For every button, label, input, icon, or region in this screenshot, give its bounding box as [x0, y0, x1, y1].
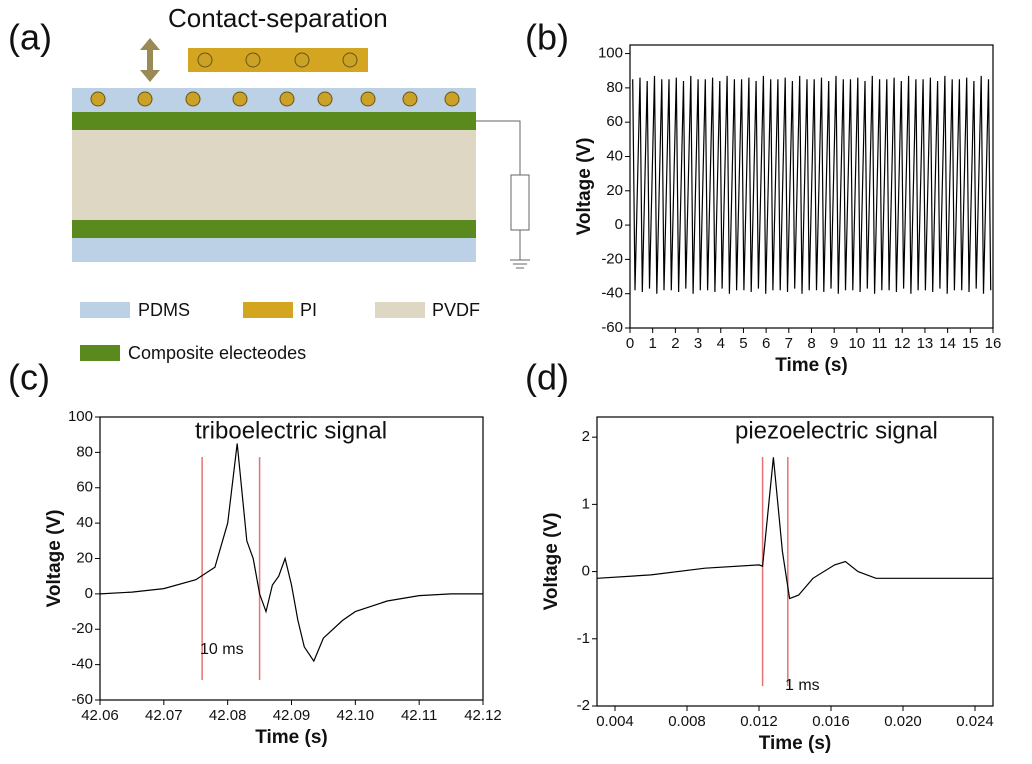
pdms-layer: [72, 238, 476, 262]
resistor: [510, 174, 530, 231]
legend-swatch: [243, 302, 293, 318]
x-tick-label: 42.07: [145, 707, 183, 724]
x-tick-label: 0.008: [668, 713, 706, 730]
x-tick-label: 0: [626, 335, 634, 352]
legend-swatch: [80, 345, 120, 361]
data-line: [632, 75, 992, 294]
y-tick-label: 60: [606, 113, 623, 130]
y-tick-label: -40: [71, 656, 93, 673]
y-tick-label: 100: [68, 408, 93, 425]
interval-label: 1 ms: [785, 677, 820, 694]
y-tick-label: 2: [582, 428, 590, 445]
plot-frame: [596, 416, 994, 707]
x-tick-label: 0.020: [884, 713, 922, 730]
x-tick-label: 10: [849, 335, 866, 352]
y-tick-label: 60: [76, 479, 93, 496]
x-tick-label: 42.08: [209, 707, 247, 724]
legend-swatch: [375, 302, 425, 318]
x-tick-label: 5: [739, 335, 747, 352]
panel-label: (c): [8, 357, 50, 398]
y-tick-label: -60: [71, 691, 93, 708]
y-tick-label: 1: [582, 495, 590, 512]
data-line: [596, 457, 993, 600]
y-tick-label: -40: [601, 285, 623, 302]
x-tick-label: 3: [694, 335, 702, 352]
electrode: [72, 220, 476, 238]
x-tick-label: 14: [939, 335, 956, 352]
x-tick-label: 7: [785, 335, 793, 352]
y-axis-label: Voltage (V): [574, 138, 595, 236]
x-tick-label: 4: [717, 335, 725, 352]
interval-label: 10 ms: [200, 641, 244, 658]
x-tick-label: 42.09: [273, 707, 311, 724]
diagram: (a) Contact-separation PDMS PI PVDF Comp…: [8, 3, 530, 363]
x-tick-label: 12: [894, 335, 911, 352]
panel-label: (d): [525, 357, 569, 398]
x-tick-label: 0.024: [956, 713, 994, 730]
x-tick-label: 42.12: [464, 707, 502, 724]
data-line: [99, 443, 483, 663]
y-tick-label: 0: [85, 585, 93, 602]
y-axis-label: Voltage (V): [541, 513, 562, 611]
x-tick-label: 8: [807, 335, 815, 352]
y-tick-label: 0: [582, 563, 590, 580]
y-tick-label: -1: [577, 630, 590, 647]
x-tick-label: 2: [671, 335, 679, 352]
arrow: [140, 38, 160, 82]
electrode: [72, 112, 476, 130]
legend-label: PVDF: [432, 300, 480, 320]
x-tick-label: 16: [985, 335, 1002, 352]
y-tick-label: -60: [601, 319, 623, 336]
annotation: piezoelectric signal: [735, 417, 938, 444]
y-tick-label: 80: [606, 79, 623, 96]
y-tick-label: 20: [606, 182, 623, 199]
legend-swatch: [80, 302, 130, 318]
y-tick-label: 20: [76, 549, 93, 566]
x-tick-label: 0.012: [740, 713, 778, 730]
circuit: [476, 120, 530, 269]
x-tick-label: 9: [830, 335, 838, 352]
y-tick-label: 80: [76, 443, 93, 460]
legend-label: PDMS: [138, 300, 190, 320]
legend-label: PI: [300, 300, 317, 320]
x-axis-label: Time (s): [255, 727, 328, 748]
annotation: triboelectric signal: [195, 417, 387, 444]
y-tick-label: -20: [71, 620, 93, 637]
y-tick-label: 40: [606, 147, 623, 164]
x-tick-label: 42.06: [81, 707, 119, 724]
x-tick-label: 11: [872, 335, 888, 352]
x-tick-label: 1: [649, 335, 657, 352]
charges: [197, 52, 358, 68]
legend-label: Composite electeodes: [128, 343, 306, 363]
x-tick-label: 42.10: [337, 707, 375, 724]
diagram-title: Contact-separation: [168, 3, 388, 33]
y-tick-label: -20: [601, 250, 623, 267]
x-tick-label: 0.004: [596, 713, 634, 730]
x-tick-label: 0.016: [812, 713, 850, 730]
x-tick-label: 13: [917, 335, 934, 352]
plot-frame: [99, 416, 484, 701]
y-tick-label: -2: [577, 697, 590, 714]
y-tick-label: 0: [615, 216, 623, 233]
x-tick-label: 42.11: [401, 707, 437, 724]
y-axis-label: Voltage (V): [44, 510, 65, 608]
y-tick-label: 100: [598, 45, 623, 62]
pvdf-layer: [72, 130, 476, 220]
y-tick-label: 40: [76, 514, 93, 531]
panel-label: (a): [8, 17, 52, 58]
charges: [90, 91, 460, 107]
x-axis-label: Time (s): [775, 355, 848, 376]
pi-layer: [188, 48, 368, 72]
x-tick-label: 15: [962, 335, 979, 352]
panel-label: (b): [525, 17, 569, 58]
x-axis-label: Time (s): [759, 733, 832, 754]
x-tick-label: 6: [762, 335, 770, 352]
